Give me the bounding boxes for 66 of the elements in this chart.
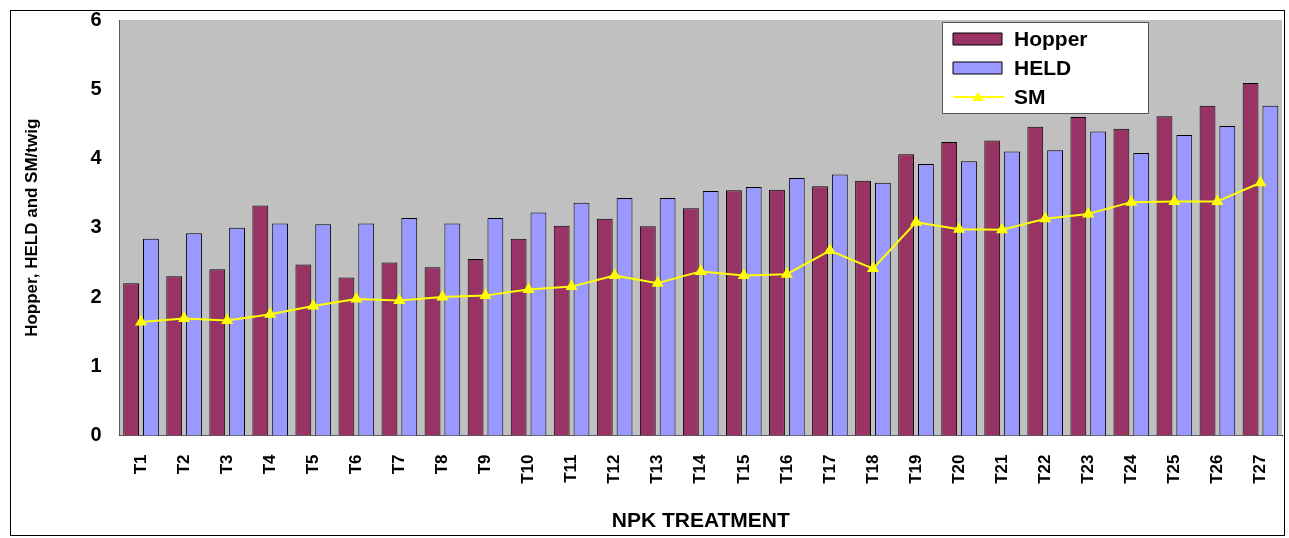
x-tick-label: T17 — [819, 454, 839, 484]
x-tick-label: T19 — [905, 454, 925, 484]
point — [781, 268, 793, 278]
point — [1169, 195, 1180, 205]
y-tick-label: 1 — [90, 353, 102, 376]
x-tick-label: T3 — [216, 454, 236, 475]
legend-label: Hopper — [1014, 26, 1088, 50]
legend-label: HELD — [1014, 55, 1072, 79]
point — [480, 289, 491, 300]
x-tick-label: T2 — [173, 454, 193, 475]
y-tick-label: 4 — [90, 146, 103, 169]
point — [867, 262, 879, 273]
y-tick-label: 0 — [90, 423, 102, 446]
point — [1082, 207, 1094, 218]
x-tick-label: T11 — [561, 454, 581, 483]
point — [953, 223, 965, 233]
y-tick-label: 2 — [90, 284, 102, 307]
point — [609, 269, 620, 280]
x-tick-label: T13 — [647, 454, 667, 484]
x-tick-label: T6 — [346, 454, 366, 475]
point — [738, 269, 750, 280]
point — [1255, 176, 1266, 187]
x-tick-label: T9 — [475, 454, 495, 475]
point — [178, 312, 190, 322]
legend-label: SM — [1014, 84, 1046, 108]
x-tick-label: T16 — [776, 454, 796, 484]
x-tick-label: T5 — [302, 454, 322, 475]
x-tick-label: T7 — [389, 454, 409, 475]
x-tick-label: T1 — [130, 454, 150, 475]
y-tick-label: 6 — [90, 7, 102, 30]
point — [695, 265, 707, 275]
point — [910, 216, 922, 226]
x-tick-label: T14 — [690, 453, 710, 484]
y-axis-title: Hopper, HELD and SM/twig — [21, 118, 41, 337]
x-tick-label: T4 — [259, 453, 279, 475]
point — [264, 308, 276, 318]
x-tick-label: T10 — [518, 454, 538, 484]
point — [221, 314, 233, 325]
point — [566, 280, 577, 291]
x-tick-label: T8 — [432, 454, 452, 475]
point — [394, 294, 405, 304]
point — [523, 283, 534, 293]
point — [1212, 195, 1223, 205]
x-tick-label: T26 — [1207, 454, 1227, 484]
x-tick-label: T25 — [1164, 454, 1184, 484]
point — [652, 277, 664, 287]
point — [350, 293, 362, 303]
x-tick-label: T15 — [733, 454, 753, 484]
x-tick-label: T20 — [948, 454, 968, 484]
x-tick-label: T27 — [1250, 454, 1270, 484]
x-tick-label: T23 — [1077, 454, 1097, 484]
point — [135, 315, 147, 326]
point — [1039, 212, 1051, 223]
x-tick-label: T12 — [604, 454, 624, 484]
point — [996, 223, 1008, 234]
point — [1125, 196, 1137, 206]
point — [307, 300, 319, 310]
y-tick-label: 3 — [90, 215, 102, 238]
x-axis-title: NPK TREATMENT — [611, 508, 790, 532]
x-tick-label: T21 — [991, 454, 1011, 484]
point — [437, 291, 448, 301]
x-tick-label: T22 — [1034, 454, 1054, 484]
point — [824, 244, 836, 255]
x-tick-label: T24 — [1121, 453, 1140, 484]
x-tick-label: T18 — [862, 454, 882, 484]
y-tick-label: 5 — [90, 76, 102, 99]
